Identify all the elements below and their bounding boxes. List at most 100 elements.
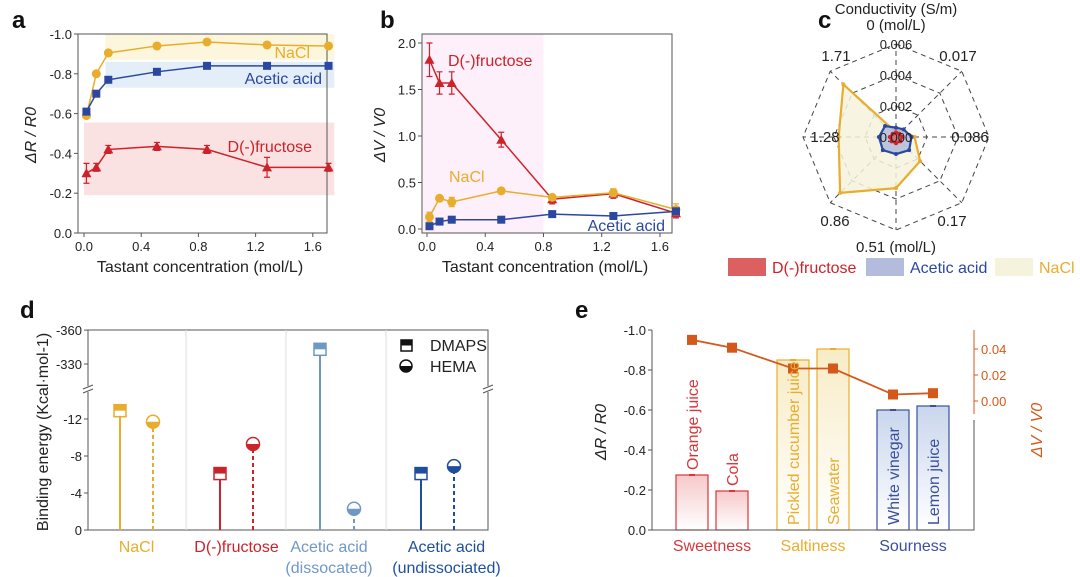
triangle-marker: [151, 141, 162, 151]
radar-point: [876, 135, 881, 139]
right-y-tick-label: 0.02: [981, 368, 1006, 383]
legend-label: D(-)fructose: [772, 260, 857, 277]
label-acetic: Acetic acid: [245, 71, 322, 88]
radar-point: [894, 152, 898, 157]
category-1: [213, 436, 261, 530]
radar-point: [900, 135, 905, 139]
y-tick-label: -12: [63, 412, 82, 427]
radar-point: [836, 135, 841, 139]
radar-point: [889, 139, 894, 144]
circle-marker: [435, 193, 445, 203]
group-label: Saltiness: [781, 538, 846, 555]
radar-point: [880, 148, 885, 153]
radar-point: [897, 131, 902, 136]
circle-marker: [424, 212, 434, 222]
triangle-marker: [262, 162, 273, 172]
radar-point: [894, 130, 898, 135]
square-marker: [548, 210, 557, 219]
y-tick-label: 0.0: [398, 222, 416, 237]
square-marker: [324, 61, 333, 70]
panel-label-a: a: [12, 7, 26, 34]
x-tick-label: 0.4: [476, 239, 494, 254]
plot-frame: [77, 33, 328, 234]
series-acetic-acid: [425, 207, 680, 231]
radar-point: [894, 125, 898, 130]
legend-dmaps: DMAPS: [430, 338, 487, 355]
category-2: [313, 342, 362, 530]
label-nacl: NaCl: [449, 169, 485, 186]
y-tick-label: -0.4: [50, 146, 72, 161]
plot-frame: [421, 33, 673, 234]
radar-axis-label: 0.86: [820, 213, 849, 230]
y-tick-label: 2.0: [398, 36, 416, 51]
radar-point: [909, 135, 914, 139]
y-axis-label: ΔR / R0: [23, 107, 40, 164]
y-tick-label: -0.2: [50, 186, 72, 201]
radar-point: [890, 131, 895, 136]
triangle-marker: [424, 54, 435, 64]
radar-axis: [895, 136, 963, 204]
y-axis-label: ΔR / R0: [593, 404, 610, 461]
chart-a: [74, 33, 335, 237]
x-tick-label: 1.2: [593, 239, 611, 254]
x-tick-label: 1.6: [304, 239, 322, 254]
panel-label-c: c: [818, 7, 831, 34]
category-0: [113, 403, 161, 530]
y-tick-label: 0: [75, 523, 82, 538]
category-label: D(-)fructose: [194, 539, 279, 556]
label-fructose: D(-)fructose: [228, 139, 313, 156]
category-label: Acetic acid: [408, 539, 485, 556]
y-tick-label: 1.0: [398, 129, 416, 144]
square-marker: [425, 222, 434, 231]
x-tick-label: 0.0: [418, 239, 436, 254]
radar-axis-label: 1.28: [810, 129, 839, 146]
legend-hema: HEMA: [430, 359, 477, 376]
chart-d: [82, 329, 494, 531]
y-tick-label: -4: [70, 486, 82, 501]
radar-point: [838, 190, 843, 195]
nacl-band: [105, 34, 335, 60]
radar-axis-label: 0 (mol/L): [866, 17, 925, 34]
panel-label-e: e: [575, 297, 588, 324]
y-tick-label: -0.8: [624, 363, 646, 378]
square-marker: [447, 215, 456, 224]
category-label: Acetic acid: [290, 539, 367, 556]
series-d-fructose: [81, 141, 334, 184]
triangle-marker: [81, 168, 92, 178]
legend-swatch: [866, 258, 904, 276]
triangle-marker: [496, 134, 507, 144]
circle-marker: [496, 186, 506, 196]
ring-label: 0.006: [880, 37, 913, 52]
right-y-tick-label: 0.00: [981, 394, 1006, 409]
y-axis-label: ΔV / V0: [372, 108, 389, 163]
x-tick-label: 0.0: [75, 239, 93, 254]
circle-marker: [608, 188, 618, 198]
y-tick-label: 0.0: [628, 523, 646, 538]
label-nacl: NaCl: [274, 45, 310, 62]
y-tick-label: -0.6: [50, 107, 72, 122]
circle-marker: [547, 192, 557, 202]
panel-label-d: d: [20, 297, 35, 324]
y-tick-label: -330: [56, 357, 82, 372]
x-tick-label: 1.2: [247, 239, 265, 254]
ring-label: 0.004: [880, 68, 913, 83]
voltage-marker: [687, 334, 697, 345]
x-tick-label: 0.8: [189, 239, 207, 254]
radar-axis-label: 0.017: [939, 48, 977, 65]
square-marker: [497, 215, 506, 224]
circle-marker: [447, 197, 457, 207]
radar-point: [918, 159, 923, 164]
radar-point: [898, 139, 903, 144]
hema-marker-fill: [447, 466, 461, 473]
bar-label: Cola: [725, 453, 742, 486]
radar-point: [894, 186, 898, 191]
right-y-tick-label: 0.04: [981, 342, 1006, 357]
x-axis-label: Tastant concentration (mol/L): [442, 259, 648, 276]
y-tick-label: -1.0: [624, 323, 646, 338]
circle-marker: [202, 37, 212, 47]
square-marker: [104, 75, 113, 84]
y-tick-label: 0.0: [54, 226, 72, 241]
triangle-marker: [103, 144, 114, 154]
bar: [776, 359, 810, 531]
